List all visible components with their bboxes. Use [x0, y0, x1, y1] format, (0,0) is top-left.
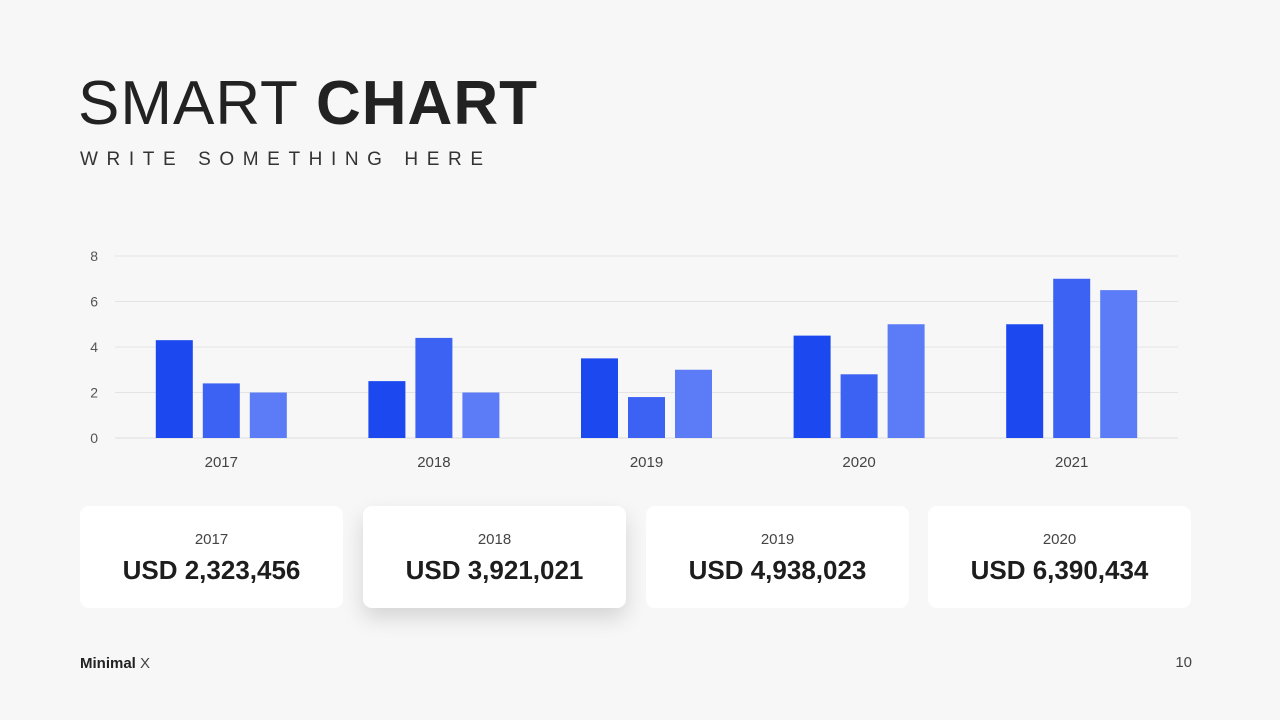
chart-bars: [155, 278, 1138, 438]
x-tick-label: 2018: [417, 454, 450, 471]
slide-title: SMART CHART: [78, 68, 538, 140]
bar-2020-series-1: [793, 335, 831, 438]
value-card-2018: 2018 USD 3,921,021: [363, 506, 626, 608]
brand-name: Minimal: [80, 655, 136, 672]
value-card-2019: 2019 USD 4,938,023: [646, 506, 909, 608]
bar-2017-series-2: [202, 383, 240, 438]
bar-chart: 0 2 4 6 8 2017 2018 2019 2020 2021: [90, 248, 1178, 471]
bar-2019-series-2: [628, 397, 665, 438]
x-tick-label: 2020: [842, 454, 875, 471]
bar-2018-series-2: [415, 337, 453, 438]
bar-2017-series-1: [155, 340, 193, 438]
brand-suffix: X: [140, 655, 151, 672]
chart-gridlines: [115, 255, 1178, 439]
card-value: USD 3,921,021: [405, 555, 584, 585]
card-value: USD 2,323,456: [122, 555, 301, 585]
bar-2017-series-3: [249, 392, 287, 438]
bar-2021-series-3: [1100, 290, 1138, 438]
y-tick-label: 0: [90, 430, 98, 446]
y-tick-label: 2: [90, 385, 98, 401]
card-year: 2018: [477, 531, 512, 548]
title-light-part: SMART: [78, 69, 298, 138]
footer-brand: Minimal X: [80, 655, 150, 672]
value-card-2017: 2017 USD 2,323,456: [80, 506, 343, 608]
x-tick-label: 2019: [630, 454, 663, 471]
y-tick-label: 4: [90, 339, 98, 355]
bar-2020-series-2: [840, 374, 878, 438]
x-axis-ticks: 2017 2018 2019 2020 2021: [205, 454, 1089, 471]
bar-2018-series-3: [462, 392, 500, 438]
page-number: 10: [1175, 654, 1192, 671]
bar-2021-series-2: [1053, 278, 1091, 438]
title-bold-part: CHART: [316, 69, 538, 138]
bar-2018-series-1: [368, 381, 406, 438]
value-card-2020: 2020 USD 6,390,434: [928, 506, 1191, 608]
x-tick-label: 2021: [1055, 454, 1088, 471]
x-tick-label: 2017: [205, 454, 238, 471]
card-year: 2017: [194, 531, 229, 548]
bar-2019-series-1: [581, 358, 618, 438]
y-tick-label: 6: [90, 294, 98, 310]
bar-2020-series-3: [887, 324, 925, 438]
y-axis-ticks: 0 2 4 6 8: [90, 248, 98, 446]
bar-2021-series-1: [1006, 324, 1044, 438]
card-value: USD 6,390,434: [970, 555, 1149, 585]
card-year: 2020: [1042, 531, 1077, 548]
bar-2019-series-3: [675, 369, 712, 438]
slide-subtitle: WRITE SOMETHING HERE: [80, 149, 492, 170]
y-tick-label: 8: [90, 248, 98, 264]
card-value: USD 4,938,023: [688, 555, 867, 585]
card-year: 2019: [760, 531, 795, 548]
